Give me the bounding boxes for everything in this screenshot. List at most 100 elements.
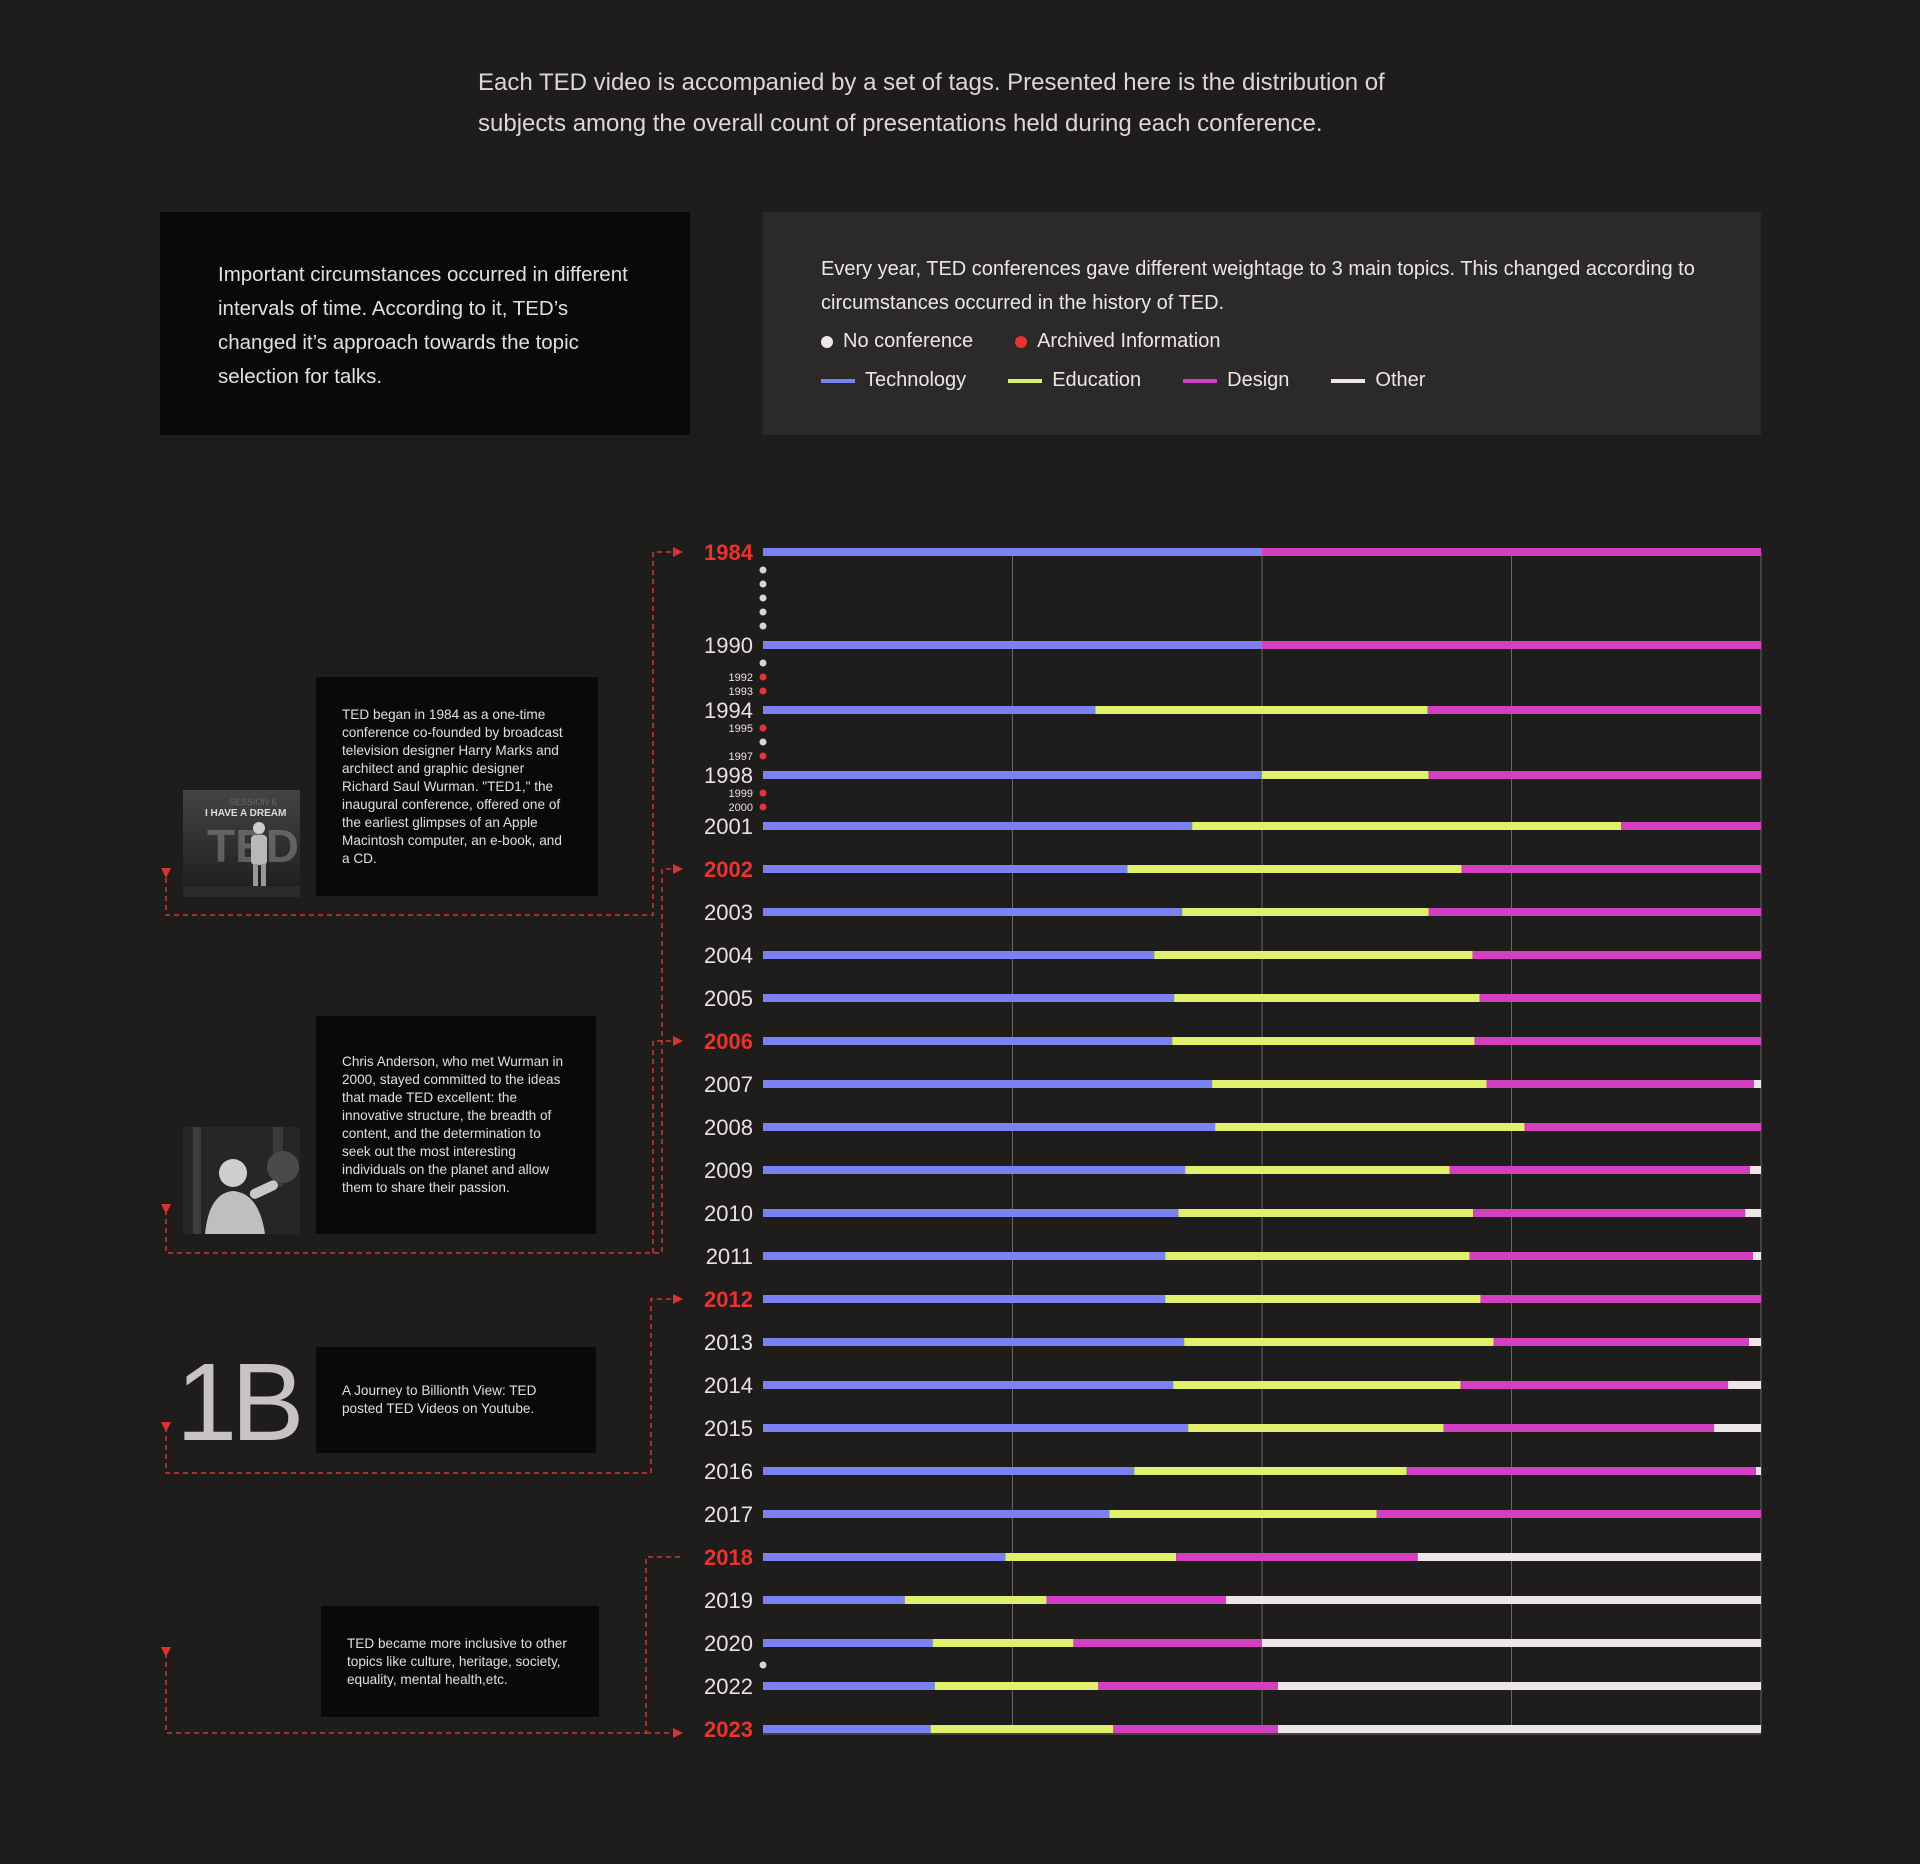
year-label-2006: 2006 <box>704 1029 753 1054</box>
bar-2015-education <box>1188 1424 1444 1432</box>
archived-year-label-1997: 1997 <box>729 751 753 763</box>
bar-2002-design <box>1461 865 1761 873</box>
bar-2020-education <box>932 1639 1074 1647</box>
bar-2020-other <box>1262 1639 1761 1647</box>
legend-other-label: Other <box>1375 369 1426 391</box>
archived-dot-1995 <box>759 724 767 732</box>
year-label-2002: 2002 <box>704 857 753 882</box>
bar-2001-technology <box>763 822 1193 830</box>
bar-2004-design <box>1472 951 1761 959</box>
bar-1984-technology <box>763 548 1262 556</box>
legend-design-label: Design <box>1227 369 1290 391</box>
note-youtube: A Journey to Billionth View: TED posted … <box>316 1347 596 1453</box>
arrowhead-down-icon <box>161 1422 171 1432</box>
bar-2012-technology <box>763 1295 1166 1303</box>
bar-2015-technology <box>763 1424 1189 1432</box>
no-conference-dot-1986 <box>759 580 767 588</box>
year-label-2019: 2019 <box>704 1588 753 1613</box>
bar-2016-other <box>1756 1467 1761 1475</box>
legend-technology-label: Technology <box>865 369 967 391</box>
legend-other: Other <box>1331 369 1425 392</box>
bar-1994-education <box>1095 706 1428 714</box>
year-label-1994: 1994 <box>704 698 753 723</box>
bar-1998-design <box>1428 771 1761 779</box>
archived-year-label-1993: 1993 <box>729 686 753 698</box>
bar-2017-education <box>1109 1510 1377 1518</box>
arrowhead-right-icon <box>673 864 683 874</box>
legend-no-conference-label: No conference <box>843 330 974 352</box>
archived-dot-1999 <box>759 789 767 797</box>
timeline-connectors <box>161 547 683 1738</box>
bar-2018-technology <box>763 1553 1006 1561</box>
bar-1990-technology <box>763 641 1262 649</box>
no-conference-dot-2021 <box>759 1661 767 1669</box>
bar-2006-education <box>1172 1037 1475 1045</box>
bar-2018-other <box>1417 1553 1761 1561</box>
no-conference-dot-1996 <box>759 738 767 746</box>
bar-2010-technology <box>763 1209 1179 1217</box>
bar-2020-technology <box>763 1639 933 1647</box>
bar-2023-design <box>1113 1725 1278 1733</box>
no-conference-dot-1988 <box>759 608 767 616</box>
note-chris-anderson-text: Chris Anderson, who met Wurman in 2000, … <box>342 1054 564 1195</box>
archived-year-label-1995: 1995 <box>729 723 753 735</box>
year-label-2020: 2020 <box>704 1631 753 1656</box>
year-label-2012: 2012 <box>704 1287 753 1312</box>
bar-2006-technology <box>763 1037 1173 1045</box>
archived-year-label-1999: 1999 <box>729 788 753 800</box>
note-ted-origin-text: TED began in 1984 as a one-time conferen… <box>342 706 563 866</box>
year-label-2014: 2014 <box>704 1373 753 1398</box>
archived-year-label-2000: 2000 <box>729 802 753 814</box>
year-label-1984: 1984 <box>704 540 754 565</box>
bar-2018-education <box>1005 1553 1177 1561</box>
bar-2007-education <box>1212 1080 1487 1088</box>
bar-2005-education <box>1174 994 1480 1002</box>
bar-2015-design <box>1443 1424 1715 1432</box>
timeline-dots <box>759 566 767 1669</box>
bar-2015-other <box>1714 1424 1761 1432</box>
bar-1994-technology <box>763 706 1096 714</box>
stage-photo-image: SESSION 6 I HAVE A DREAM TED <box>183 790 300 897</box>
year-label-1990: 1990 <box>704 633 753 658</box>
photo-banner-text: I HAVE A DREAM <box>205 808 286 819</box>
note-inclusive-text: TED became more inclusive to other topic… <box>347 1635 567 1687</box>
bar-2023-other <box>1277 1725 1761 1733</box>
bar-2011-education <box>1165 1252 1470 1260</box>
bar-2016-technology <box>763 1467 1135 1475</box>
bar-2011-technology <box>763 1252 1166 1260</box>
bar-2017-technology <box>763 1510 1110 1518</box>
circumstances-text: Important circumstances occurred in diff… <box>218 263 628 388</box>
archived-dot-1992 <box>759 673 767 681</box>
bar-2023-technology <box>763 1725 931 1733</box>
bar-2013-other <box>1749 1338 1761 1346</box>
legend-education-label: Education <box>1052 369 1142 391</box>
no-conference-dot-1987 <box>759 594 767 602</box>
bar-2012-education <box>1165 1295 1481 1303</box>
bar-2010-design <box>1473 1209 1746 1217</box>
bar-2003-education <box>1182 908 1429 916</box>
bar-2011-design <box>1469 1252 1754 1260</box>
archived-year-label-1992: 1992 <box>729 672 753 684</box>
bar-2022-design <box>1098 1682 1278 1690</box>
billion-views-stat: 1B <box>176 1341 305 1464</box>
bar-1998-education <box>1262 771 1429 779</box>
bar-2014-other <box>1728 1381 1761 1389</box>
circumstances-panel: Important circumstances occurred in diff… <box>160 212 690 435</box>
year-label-2016: 2016 <box>704 1459 753 1484</box>
chart-bars <box>763 548 1761 1733</box>
note-ted-origin: TED began in 1984 as a one-time conferen… <box>316 677 598 896</box>
connector-2012 <box>165 1298 680 1474</box>
intro-text: Each TED video is accompanied by a set o… <box>478 69 1385 137</box>
education-swatch <box>1008 378 1043 383</box>
archived-dot-1993 <box>759 687 767 695</box>
bar-2019-technology <box>763 1596 905 1604</box>
connector-2006 <box>652 1040 680 1253</box>
arrowhead-right-icon <box>673 547 683 557</box>
portrait-photo-image <box>183 1127 300 1234</box>
bar-2005-design <box>1479 994 1761 1002</box>
legend-archived-label: Archived Information <box>1037 330 1221 352</box>
legend-technology: Technology <box>821 369 966 392</box>
legend-archived: Archived Information <box>1015 330 1221 353</box>
bar-1990-design <box>1262 641 1761 649</box>
